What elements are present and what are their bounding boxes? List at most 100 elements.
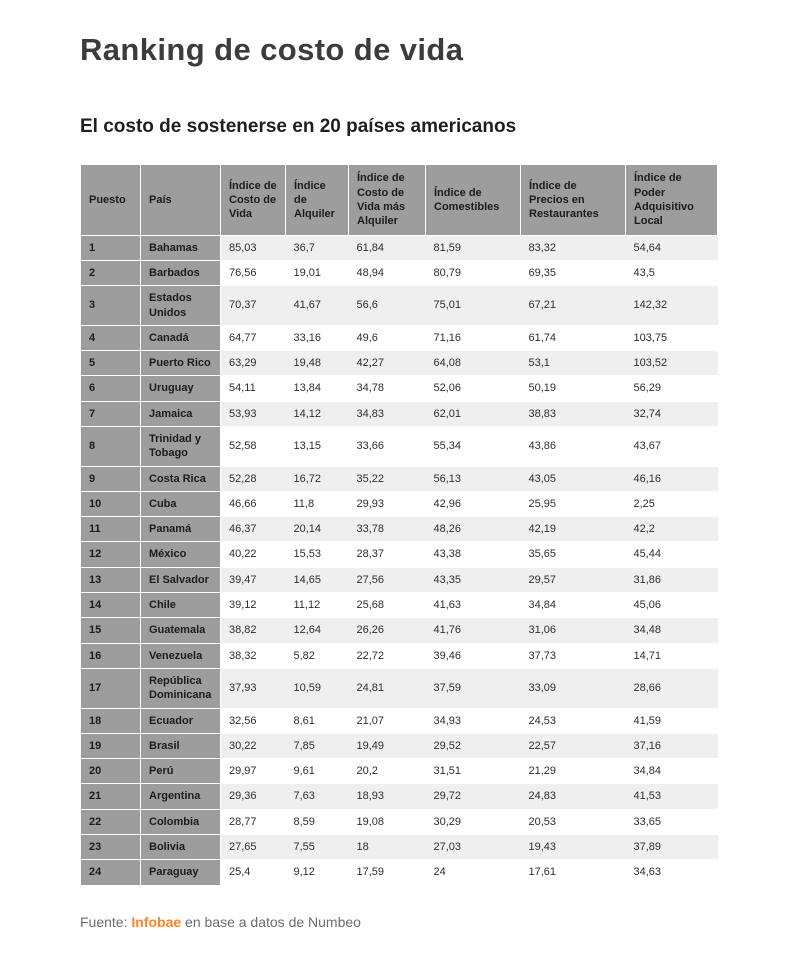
value-cell: 34,48 (625, 617, 718, 644)
value-cell: 52,28 (220, 466, 286, 492)
value-cell: 27,03 (425, 834, 521, 861)
country-cell: Panamá (140, 516, 221, 543)
value-cell: 34,84 (520, 592, 626, 619)
rank-cell: 2 (80, 259, 141, 287)
value-cell: 31,51 (425, 758, 521, 785)
value-cell: 85,03 (220, 235, 286, 261)
value-cell: 25,68 (348, 592, 426, 619)
table-row: 21 Argentina 29,36 7,63 18,93 29,72 24,83 41,53 (80, 783, 718, 810)
table-row: 18 Ecuador 32,56 8,61 21,07 34,93 24,53 41,59 (80, 707, 718, 734)
value-cell: 103,52 (625, 350, 718, 377)
value-cell: 14,12 (285, 401, 349, 428)
value-cell: 55,34 (425, 426, 521, 467)
country-cell: Puerto Rico (140, 350, 221, 377)
table-row: 20 Perú 29,97 9,61 20,2 31,51 21,29 34,84 (80, 758, 718, 785)
rank-cell: 10 (80, 490, 141, 518)
value-cell: 38,82 (220, 617, 286, 644)
value-cell: 29,97 (220, 758, 286, 785)
value-cell: 80,79 (425, 260, 521, 287)
value-cell: 17,61 (520, 859, 626, 886)
value-cell: 43,35 (425, 567, 521, 594)
rank-cell: 17 (80, 667, 141, 709)
table-row: 1 Bahamas 85,03 36,7 61,84 81,59 83,32 54,64 (80, 234, 718, 261)
value-cell: 25,4 (220, 859, 286, 886)
table-head: Puesto País Índice de Costo de Vida Índice … (80, 164, 718, 236)
value-cell: 42,27 (348, 350, 426, 377)
value-cell: 75,01 (425, 285, 521, 326)
rank-cell: 11 (80, 516, 141, 543)
rank-cell: 24 (80, 859, 141, 886)
value-cell: 22,57 (520, 733, 626, 760)
value-cell: 24 (425, 859, 521, 886)
country-cell: República Dominicana (140, 667, 221, 709)
rank-cell: 5 (80, 350, 141, 377)
table-row: 10 Cuba 46,66 11,8 29,93 42,96 25,95 2,25 (80, 490, 718, 518)
country-cell: Guatemala (140, 617, 221, 644)
value-cell: 49,6 (348, 325, 426, 352)
value-cell: 41,59 (625, 708, 718, 734)
table-row: 14 Chile 39,12 11,12 25,68 41,63 34,84 45,06 (80, 592, 718, 619)
value-cell: 63,29 (220, 350, 286, 377)
value-cell: 48,26 (425, 516, 521, 543)
country-cell: Perú (140, 758, 221, 785)
value-cell: 14,65 (285, 567, 349, 594)
value-cell: 2,25 (625, 491, 718, 518)
value-cell: 13,84 (285, 375, 349, 402)
country-cell: Argentina (140, 783, 221, 810)
rank-cell: 20 (80, 758, 141, 785)
table-header-cell: Índice de Alquiler (285, 164, 349, 236)
table-row: 11 Panamá 46,37 20,14 33,78 48,26 42,19 42,2 (80, 516, 718, 543)
value-cell: 46,16 (625, 466, 718, 492)
value-cell: 83,32 (520, 235, 626, 261)
value-cell: 20,2 (348, 758, 426, 785)
value-cell: 30,22 (220, 733, 286, 760)
value-cell: 35,22 (348, 466, 426, 492)
value-cell: 24,53 (520, 708, 626, 734)
rank-cell: 1 (80, 234, 141, 261)
rank-cell: 8 (80, 426, 141, 467)
value-cell: 71,16 (425, 325, 521, 352)
table-row: 24 Paraguay 25,4 9,12 17,59 24 17,61 34,63 (80, 859, 718, 886)
value-cell: 61,74 (520, 325, 626, 352)
value-cell: 36,7 (285, 235, 349, 261)
value-cell: 48,94 (348, 260, 426, 287)
country-cell: Colombia (140, 808, 221, 836)
table-header-cell: Puesto (80, 164, 141, 236)
value-cell: 29,93 (348, 491, 426, 518)
value-cell: 54,64 (625, 235, 718, 261)
value-cell: 67,21 (520, 285, 626, 326)
value-cell: 7,63 (285, 783, 349, 810)
rank-cell: 23 (80, 834, 141, 861)
rank-cell: 22 (80, 808, 141, 836)
value-cell: 18 (348, 834, 426, 861)
rank-cell: 6 (80, 375, 141, 402)
value-cell: 39,47 (220, 567, 286, 594)
value-cell: 32,56 (220, 708, 286, 734)
table-header-cell: Índice de Costo de Vida (220, 164, 286, 236)
country-cell: Paraguay (140, 859, 221, 886)
country-cell: Barbados (140, 259, 221, 287)
value-cell: 29,52 (425, 733, 521, 760)
rank-cell: 7 (80, 400, 141, 428)
value-cell: 103,75 (625, 325, 718, 352)
table-row: 16 Venezuela 38,32 5,82 22,72 39,46 37,73 14,71 (80, 642, 718, 669)
value-cell: 43,86 (520, 426, 626, 467)
country-cell: Cuba (140, 490, 221, 518)
table-row: 3 Estados Unidos 70,37 41,67 56,6 75,01 67,21 1… (80, 285, 718, 326)
value-cell: 40,22 (220, 541, 286, 568)
value-cell: 8,61 (285, 708, 349, 734)
value-cell: 43,05 (520, 466, 626, 492)
value-cell: 25,95 (520, 491, 626, 518)
value-cell: 9,61 (285, 758, 349, 785)
country-cell: Venezuela (140, 642, 221, 669)
value-cell: 50,19 (520, 375, 626, 402)
value-cell: 7,85 (285, 733, 349, 760)
value-cell: 22,72 (348, 643, 426, 669)
value-cell: 43,5 (625, 260, 718, 287)
value-cell: 20,53 (520, 809, 626, 836)
value-cell: 33,65 (625, 809, 718, 836)
value-cell: 29,36 (220, 783, 286, 810)
value-cell: 38,32 (220, 643, 286, 669)
value-cell: 34,84 (625, 758, 718, 785)
value-cell: 27,56 (348, 567, 426, 594)
